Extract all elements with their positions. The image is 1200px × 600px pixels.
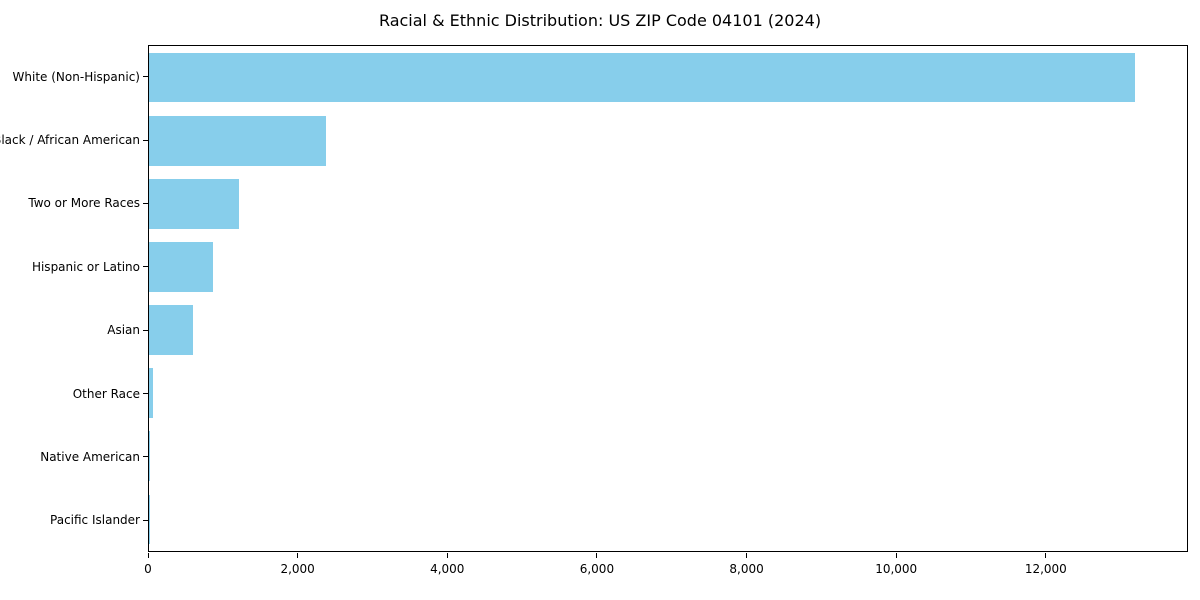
bar-native-american bbox=[149, 431, 151, 482]
y-tick-label-two-or-more-races: Two or More Races bbox=[28, 196, 140, 211]
bar-other-race bbox=[149, 368, 154, 419]
y-tick-mark bbox=[143, 202, 148, 204]
y-axis-ticks bbox=[143, 45, 148, 552]
y-tick-label-native-american: Native American bbox=[40, 449, 140, 464]
y-tick-label-pacific-islander: Pacific Islander bbox=[50, 513, 140, 528]
x-tick-mark bbox=[147, 553, 149, 558]
y-tick-label-black-african-american: Black / African American bbox=[0, 133, 140, 148]
bar-row bbox=[149, 46, 1187, 109]
x-tick-label-10-000: 10,000 bbox=[875, 562, 918, 576]
y-tick-mark bbox=[143, 266, 148, 268]
y-axis-labels: White (Non-Hispanic) Black / African Amer… bbox=[0, 45, 140, 552]
y-tick-mark bbox=[143, 519, 148, 521]
y-tick-mark bbox=[143, 139, 148, 141]
plot-area bbox=[148, 45, 1188, 552]
bar-row bbox=[149, 425, 1187, 488]
x-axis: 0 2,000 4,000 6,000 8,000 10,000 12,000 bbox=[144, 553, 1188, 585]
bar-row bbox=[149, 299, 1187, 362]
x-tick-label-4-000: 4,000 bbox=[430, 562, 465, 576]
bar-row bbox=[149, 362, 1187, 425]
x-tick-label-6-000: 6,000 bbox=[579, 562, 615, 576]
x-tick-mark bbox=[297, 553, 299, 558]
bar-two-or-more-races bbox=[149, 178, 240, 229]
x-tick-mark bbox=[895, 553, 897, 558]
bar-row bbox=[149, 172, 1187, 235]
y-tick-label-hispanic-or-latino: Hispanic or Latino bbox=[31, 259, 140, 274]
x-tick-mark bbox=[446, 553, 448, 558]
y-tick-mark bbox=[143, 76, 148, 78]
bar-row bbox=[149, 109, 1187, 172]
bar-hispanic-or-latino bbox=[149, 242, 214, 292]
chart-title: Racial & Ethnic Distribution: US ZIP Cod… bbox=[378, 11, 822, 30]
x-tick-label-2-000: 2,000 bbox=[280, 562, 315, 576]
x-tick-mark bbox=[596, 553, 598, 558]
y-tick-mark bbox=[143, 456, 148, 458]
x-tick-mark bbox=[746, 553, 748, 558]
x-tick-mark bbox=[1045, 553, 1047, 558]
bar-row bbox=[149, 235, 1187, 298]
x-tick-label-8-000: 8,000 bbox=[729, 562, 764, 576]
bar-white-non-hispanic bbox=[149, 52, 1135, 103]
bar-row bbox=[149, 488, 1187, 551]
x-tick-label-0: 0 bbox=[144, 562, 152, 576]
bar-black-african-american bbox=[149, 115, 326, 166]
y-tick-label-other-race: Other Race bbox=[72, 386, 140, 401]
x-tick-label-12-000: 12,000 bbox=[1024, 562, 1067, 576]
y-tick-label-asian: Asian bbox=[107, 323, 140, 338]
y-tick-mark bbox=[143, 329, 148, 331]
y-tick-mark bbox=[143, 393, 148, 395]
y-tick-label-white-non-hispanic: White (Non-Hispanic) bbox=[12, 69, 140, 84]
bar-asian bbox=[149, 305, 194, 355]
